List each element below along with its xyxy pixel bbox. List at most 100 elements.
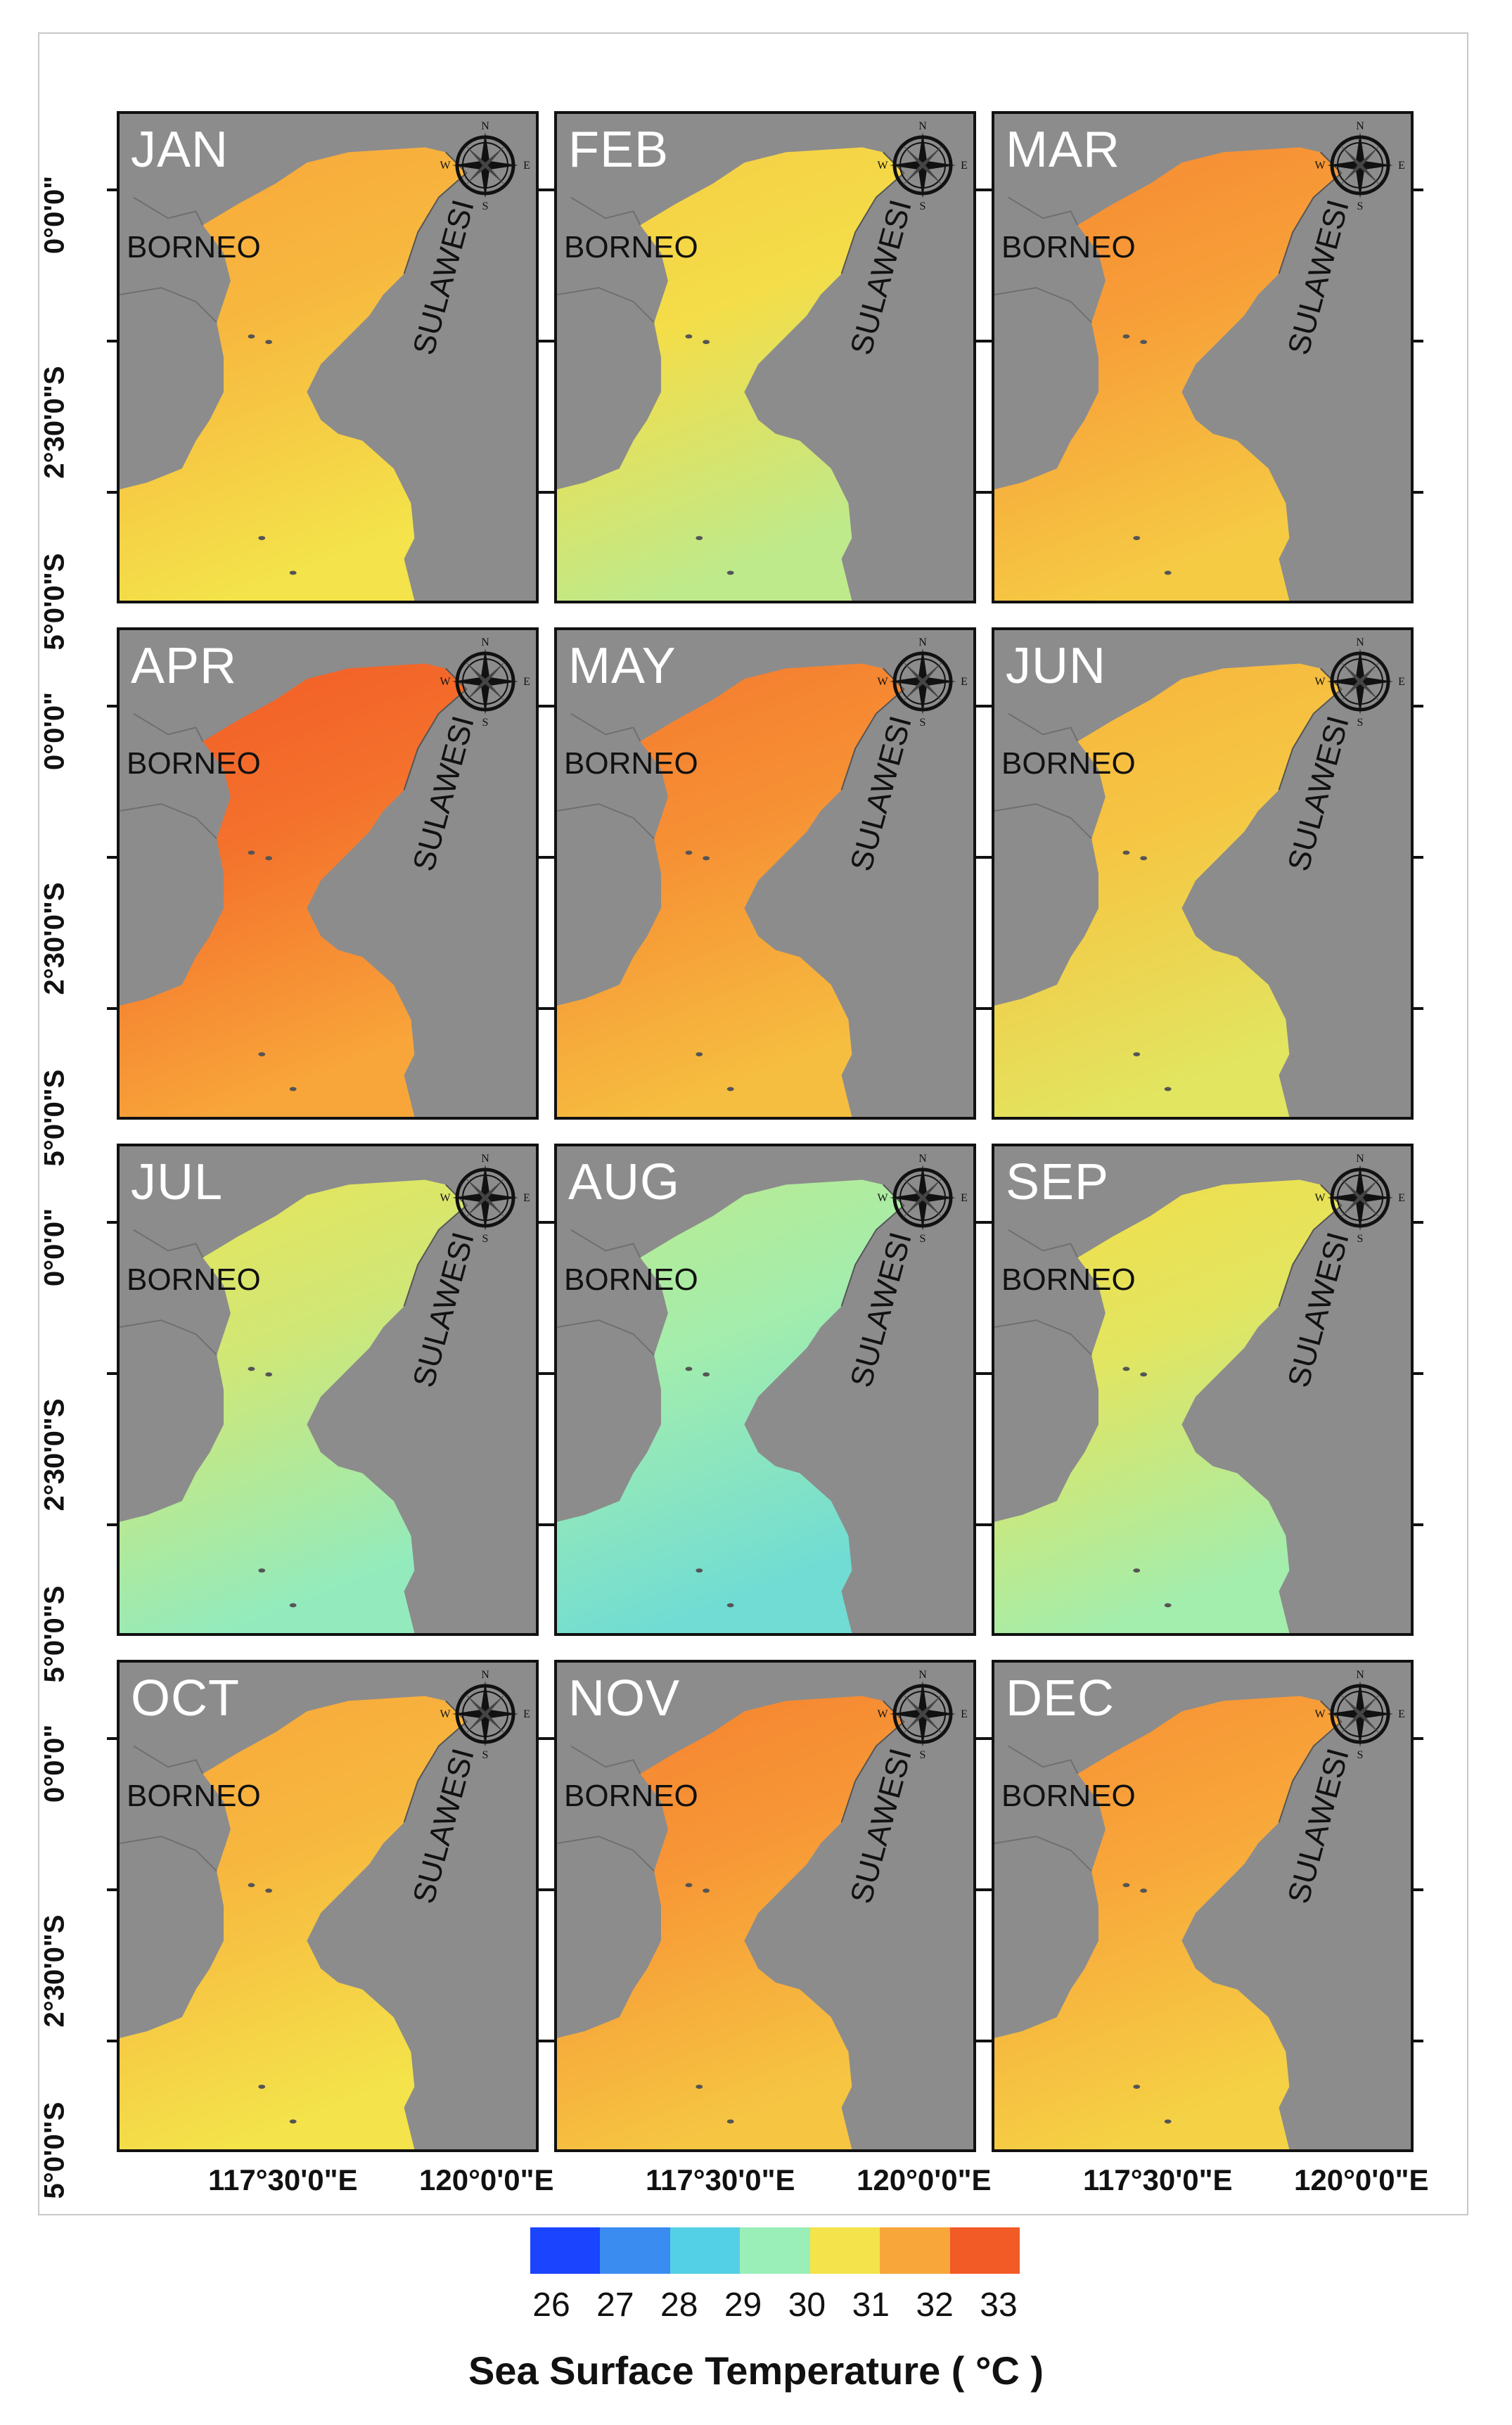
compass-w-label: W [877, 1192, 888, 1204]
axis-tick [539, 856, 549, 859]
compass-e-label: E [523, 160, 530, 172]
map-panel-nov: NOV BORNEO SULAWESI N S W E [554, 1660, 976, 2152]
borneo-border-line [994, 287, 1092, 324]
island-mark [258, 1052, 266, 1056]
longitude-label: 117°30'0"E [646, 2163, 795, 2196]
month-label: JUN [1006, 638, 1106, 694]
island-mark [703, 856, 710, 861]
axis-tick [539, 1007, 549, 1010]
compass-e-label: E [961, 1708, 968, 1720]
compass-n-label: N [1356, 1669, 1364, 1681]
colorbar-tick-label: 28 [660, 2286, 698, 2324]
axis-tick [1414, 1888, 1423, 1891]
axis-tick [544, 856, 554, 859]
axis-tick [976, 705, 986, 708]
island-mark [685, 1367, 693, 1371]
island-mark [289, 2119, 297, 2124]
map-panel-jun: JUN BORNEO SULAWESI N S W E [992, 627, 1414, 1120]
month-label: DEC [1006, 1670, 1115, 1727]
compass-n-label: N [918, 120, 927, 132]
axis-tick [107, 1007, 117, 1010]
longitude-label: 120°0'0"E [419, 2163, 554, 2196]
axis-tick [539, 1888, 549, 1891]
axis-tick [982, 856, 992, 859]
compass-rose-icon: N S W E [1314, 120, 1405, 211]
compass-rose-icon: N S W E [440, 120, 530, 211]
sea-area [994, 1179, 1342, 1633]
colorbar-tick-label: 32 [916, 2286, 954, 2324]
compass-s-label: S [1357, 1749, 1364, 1760]
axis-tick [107, 188, 117, 191]
axis-tick [107, 1523, 117, 1526]
sea-area [120, 147, 467, 601]
compass-e-label: E [1398, 160, 1405, 172]
axis-tick [544, 491, 554, 494]
axis-tick [976, 340, 986, 343]
axis-tick [107, 491, 117, 494]
borneo-border-line [120, 1319, 217, 1356]
island-mark [265, 856, 273, 861]
latitude-label: 0°0'0" [39, 1724, 70, 1803]
island-mark [1164, 1603, 1172, 1608]
island-mark [248, 334, 255, 339]
axis-tick [544, 1888, 554, 1891]
axis-tick [539, 188, 549, 191]
compass-w-label: W [877, 1708, 888, 1720]
axis-tick [982, 340, 992, 343]
borneo-border-line [120, 1836, 217, 1872]
axis-tick [982, 2040, 992, 2042]
axis-tick [976, 1372, 986, 1375]
axis-tick [107, 1888, 117, 1891]
latitude-label: 0°0'0" [39, 1208, 70, 1287]
sst-map [120, 1179, 468, 1633]
compass-s-label: S [1357, 1233, 1364, 1243]
axis-tick [1414, 1221, 1423, 1224]
axis-tick [539, 340, 549, 343]
axis-tick [982, 1523, 992, 1526]
island-mark [1140, 1888, 1148, 1893]
compass-e-label: E [961, 160, 968, 172]
compass-w-label: W [1314, 1192, 1326, 1204]
axis-tick [982, 1221, 992, 1224]
island-mark [685, 334, 693, 339]
axis-tick [539, 491, 549, 494]
month-label: JAN [131, 122, 229, 178]
axis-tick [1414, 491, 1423, 494]
borneo-label: BORNEO [127, 746, 261, 781]
axis-tick [539, 705, 549, 708]
axis-tick [976, 2040, 986, 2042]
compass-e-label: E [523, 676, 530, 688]
compass-n-label: N [481, 1669, 489, 1681]
map-panel-oct: OCT BORNEO SULAWESI N S W E [117, 1660, 539, 2152]
colorbar-tick-label: 29 [724, 2286, 762, 2324]
colorbar-swatch [809, 2227, 880, 2274]
island-mark [248, 850, 255, 855]
island-mark [703, 1888, 710, 1893]
compass-s-label: S [920, 717, 926, 727]
borneo-border-line [557, 287, 655, 324]
sst-colorbar [530, 2227, 1020, 2274]
island-mark [258, 2085, 266, 2089]
sst-map [994, 1696, 1343, 2149]
borneo-label: BORNEO [564, 1262, 698, 1297]
island-mark [696, 1568, 703, 1573]
island-mark [1133, 1568, 1141, 1573]
longitude-label: 117°30'0"E [208, 2163, 358, 2196]
compass-n-label: N [1356, 1153, 1364, 1165]
axis-tick [976, 1221, 986, 1224]
compass-w-label: W [877, 676, 888, 688]
compass-n-label: N [1356, 120, 1364, 132]
island-mark [1133, 536, 1141, 540]
colorbar-swatch [880, 2227, 950, 2274]
axis-tick [1414, 2040, 1423, 2042]
island-mark [1164, 570, 1172, 575]
island-mark [1133, 2085, 1141, 2089]
island-mark [685, 850, 693, 855]
borneo-label: BORNEO [564, 1779, 698, 1813]
island-mark [703, 1372, 710, 1377]
axis-tick [107, 1737, 117, 1740]
island-mark [1140, 856, 1148, 861]
latitude-label: 5°0'0"S [39, 1069, 70, 1167]
latitude-label: 2°30'0"S [39, 882, 70, 995]
compass-n-label: N [918, 636, 927, 648]
